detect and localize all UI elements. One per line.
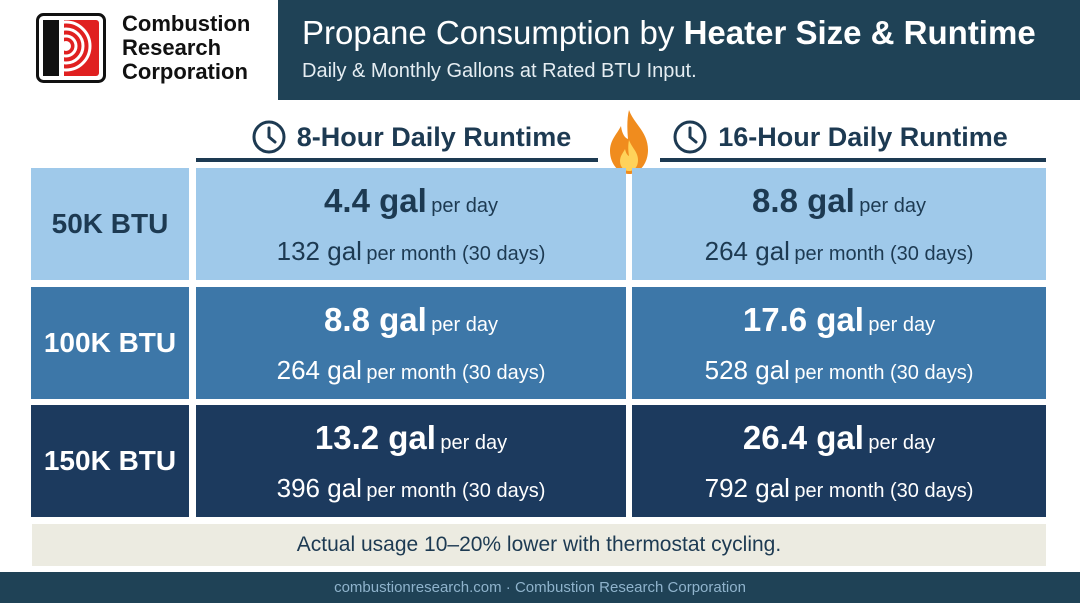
monthly-unit: per month (30 days) [794, 243, 974, 265]
daily-gallons: 13.2 gal [314, 419, 436, 456]
clock-icon [252, 120, 286, 154]
monthly-gallons: 264 gal [704, 236, 790, 266]
monthly-usage: 264 gal per month (30 days) [632, 236, 1046, 267]
monthly-gallons: 396 gal [276, 473, 362, 503]
column-header-rule-left [196, 158, 598, 162]
daily-usage: 4.4 gal per day [196, 182, 626, 220]
table-cell: 13.2 gal per day 396 gal per month (30 da… [196, 405, 626, 517]
monthly-gallons: 528 gal [704, 355, 790, 385]
row-label: 100K BTU [31, 287, 189, 399]
brand-name: Combustion Research Corporation [122, 12, 250, 84]
page-title-part-2: Heater Size & Runtime [683, 14, 1036, 51]
monthly-usage: 132 gal per month (30 days) [196, 236, 626, 267]
daily-usage: 26.4 gal per day [632, 419, 1046, 457]
brand-name-line-1: Combustion [122, 11, 251, 36]
daily-usage: 8.8 gal per day [632, 182, 1046, 220]
footer: combustionresearch.com · Combustion Rese… [0, 572, 1080, 603]
daily-unit: per day [431, 314, 498, 336]
brand-name-line-3: Corporation [122, 59, 248, 84]
monthly-unit: per month (30 days) [366, 362, 546, 384]
daily-unit: per day [431, 195, 498, 217]
monthly-gallons: 792 gal [704, 473, 790, 503]
daily-usage: 13.2 gal per day [196, 419, 626, 457]
table-cell: 26.4 gal per day 792 gal per month (30 da… [632, 405, 1046, 517]
daily-gallons: 8.8 gal [752, 182, 855, 219]
column-header-label: 16-Hour Daily Runtime [718, 121, 1008, 152]
daily-unit: per day [440, 432, 508, 454]
table-cell: 8.8 gal per day 264 gal per month (30 day… [196, 287, 626, 399]
monthly-usage: 792 gal per month (30 days) [632, 473, 1046, 504]
monthly-usage: 396 gal per month (30 days) [196, 473, 626, 504]
monthly-unit: per month (30 days) [366, 243, 546, 265]
daily-unit: per day [868, 314, 936, 336]
monthly-unit: per month (30 days) [794, 362, 974, 384]
row-label: 150K BTU [31, 405, 189, 517]
daily-usage: 8.8 gal per day [196, 301, 626, 339]
clock-icon [673, 120, 707, 154]
brand-name-line-2: Research [122, 35, 222, 60]
page-subtitle: Daily & Monthly Gallons at Rated BTU Inp… [302, 60, 697, 82]
table-cell: 4.4 gal per day 132 gal per month (30 day… [196, 168, 626, 280]
brand-logo-area: Combustion Research Corporation [0, 0, 278, 100]
title-band: Propane Consumption by Heater Size & Run… [278, 0, 1080, 100]
daily-usage: 17.6 gal per day [632, 301, 1046, 339]
row-label: 50K BTU [31, 168, 189, 280]
monthly-unit: per month (30 days) [366, 480, 546, 502]
table-cell: 8.8 gal per day 264 gal per month (30 day… [632, 168, 1046, 280]
monthly-usage: 264 gal per month (30 days) [196, 355, 626, 386]
header: Combustion Research Corporation Propane … [0, 0, 1080, 100]
daily-gallons: 8.8 gal [324, 301, 427, 338]
page-title-part-1: Propane Consumption by [302, 14, 675, 51]
monthly-gallons: 264 gal [276, 355, 362, 385]
column-header-label: 8-Hour Daily Runtime [296, 121, 572, 152]
monthly-usage: 528 gal per month (30 days) [632, 355, 1046, 386]
page-title: Propane Consumption by Heater Size & Run… [302, 14, 1036, 52]
flame-icon [610, 110, 648, 174]
table-cell: 17.6 gal per day 528 gal per month (30 da… [632, 287, 1046, 399]
daily-unit: per day [859, 195, 926, 217]
usage-note: Actual usage 10–20% lower with thermosta… [32, 524, 1046, 566]
monthly-unit: per month (30 days) [794, 480, 974, 502]
monthly-gallons: 132 gal [276, 236, 362, 266]
daily-gallons: 17.6 gal [742, 301, 864, 338]
daily-gallons: 4.4 gal [324, 182, 427, 219]
daily-gallons: 26.4 gal [742, 419, 864, 456]
column-header-rule-right [660, 158, 1046, 162]
column-header-8-hour: 8-Hour Daily Runtime [196, 112, 626, 162]
column-header-16-hour: 16-Hour Daily Runtime [634, 112, 1046, 162]
daily-unit: per day [868, 432, 936, 454]
combustion-logo-icon [36, 13, 106, 83]
